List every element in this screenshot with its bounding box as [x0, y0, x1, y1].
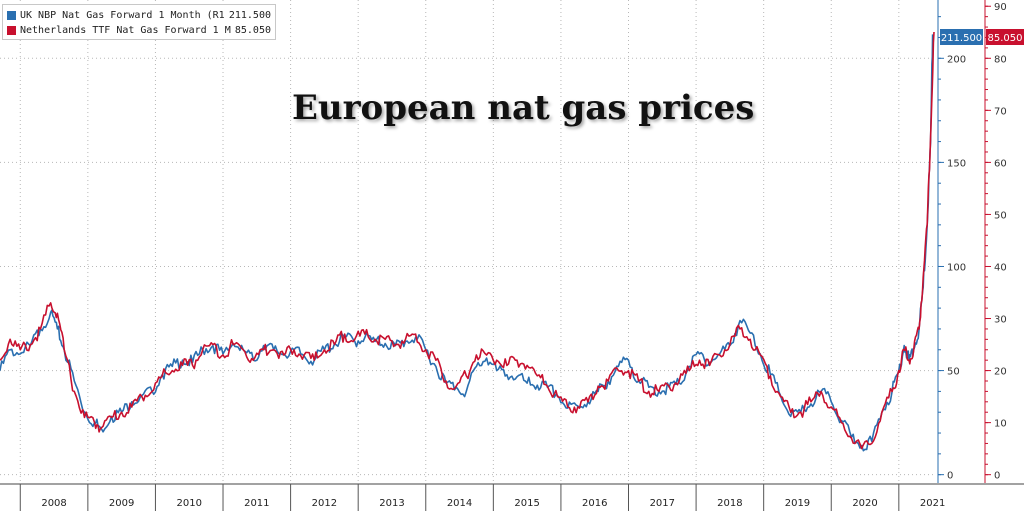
legend-swatch-nbp — [7, 10, 16, 20]
legend-item-ttf: Netherlands TTF Nat Gas Forward 1 Month … — [7, 23, 271, 37]
legend-label-ttf: Netherlands TTF Nat Gas Forward 1 Month … — [20, 24, 231, 36]
plot-background — [0, 0, 936, 483]
x-tick-label: 2009 — [109, 498, 134, 509]
grid-layer — [0, 0, 936, 483]
last-value-tags: 211.500 85.050 — [940, 29, 1024, 45]
y-tick-label: 150 — [947, 158, 966, 169]
x-tick-label: 2013 — [379, 498, 404, 509]
y-tick-label: 200 — [947, 54, 966, 65]
x-tick-label: 2012 — [312, 498, 337, 509]
legend-item-nbp: UK NBP Nat Gas Forward 1 Month (R1) 211.… — [7, 8, 271, 22]
y-tick-label: 60 — [994, 158, 1007, 169]
y-axis-r2: 0 10 20 30 40 50 60 70 80 90 — [984, 0, 1007, 483]
last-value-tag-r2 — [986, 29, 1024, 45]
x-axis: 2008 2009 2010 2011 2012 2013 2014 2015 2016 2017… — [0, 483, 1024, 511]
x-tick-label: 2020 — [852, 498, 877, 509]
x-tick-label: 2008 — [41, 498, 66, 509]
y-tick-label: 0 — [947, 471, 953, 482]
series-layer — [0, 31, 935, 452]
x-tick-label: 2017 — [650, 498, 675, 509]
x-tick-label: 2011 — [244, 498, 269, 509]
last-value-tag-r1 — [940, 29, 983, 45]
y-tick-label: 50 — [947, 367, 960, 378]
x-tick-label: 2019 — [785, 498, 810, 509]
chart-title: European nat gas prices — [292, 88, 755, 128]
x-tick-label: 2018 — [717, 498, 742, 509]
legend-value-ttf: 85.050 — [234, 24, 271, 36]
last-value-text-r1: 211.500 — [941, 33, 982, 44]
x-tick-label: 2021 — [920, 498, 945, 509]
last-value-text-r2: 85.050 — [988, 33, 1023, 44]
y-tick-label: 90 — [994, 2, 1007, 13]
y-tick-label: 70 — [994, 106, 1007, 117]
y-tick-label: 50 — [994, 210, 1007, 221]
legend: UK NBP Nat Gas Forward 1 Month (R1) 211.… — [2, 4, 276, 40]
y-tick-label: 30 — [994, 315, 1007, 326]
x-tick-label: 2014 — [447, 498, 472, 509]
series-line-r2 — [0, 31, 935, 450]
y-tick-label: 100 — [947, 262, 966, 273]
x-tick-label: 2015 — [514, 498, 539, 509]
legend-label-nbp: UK NBP Nat Gas Forward 1 Month (R1) — [20, 9, 225, 21]
y-tick-label: 20 — [994, 367, 1007, 378]
legend-swatch-ttf — [7, 25, 16, 35]
legend-value-nbp: 211.500 — [228, 9, 271, 21]
y-tick-label: 40 — [994, 262, 1007, 273]
y-tick-label: 0 — [994, 471, 1000, 482]
y-tick-label: 10 — [994, 419, 1007, 430]
y-tick-label: 80 — [994, 54, 1007, 65]
series-line-r1 — [0, 34, 934, 452]
x-tick-label: 2010 — [177, 498, 202, 509]
y-axis-r1: 0 50 100 150 200 — [937, 0, 966, 483]
x-tick-label: 2016 — [582, 498, 607, 509]
